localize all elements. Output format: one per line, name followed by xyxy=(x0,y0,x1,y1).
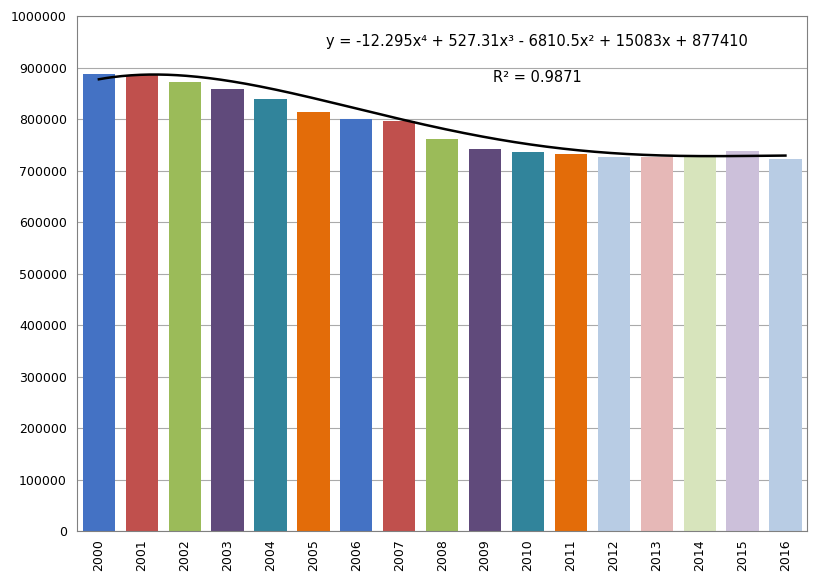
Bar xyxy=(83,74,115,531)
Bar xyxy=(598,157,630,531)
Text: R² = 0.9871: R² = 0.9871 xyxy=(492,70,582,85)
Bar xyxy=(340,119,372,531)
Bar xyxy=(254,99,286,531)
Bar xyxy=(555,154,587,531)
Text: y = -12.295x⁴ + 527.31x³ - 6810.5x² + 15083x + 877410: y = -12.295x⁴ + 527.31x³ - 6810.5x² + 15… xyxy=(326,34,748,49)
Bar xyxy=(169,82,200,531)
Bar xyxy=(426,139,458,531)
Bar xyxy=(126,75,158,531)
Bar xyxy=(297,112,330,531)
Bar xyxy=(770,159,802,531)
Bar xyxy=(383,121,416,531)
Bar xyxy=(469,149,501,531)
Bar xyxy=(726,151,758,531)
Bar xyxy=(212,89,244,531)
Bar xyxy=(512,152,544,531)
Bar xyxy=(640,157,672,531)
Bar xyxy=(684,157,716,531)
